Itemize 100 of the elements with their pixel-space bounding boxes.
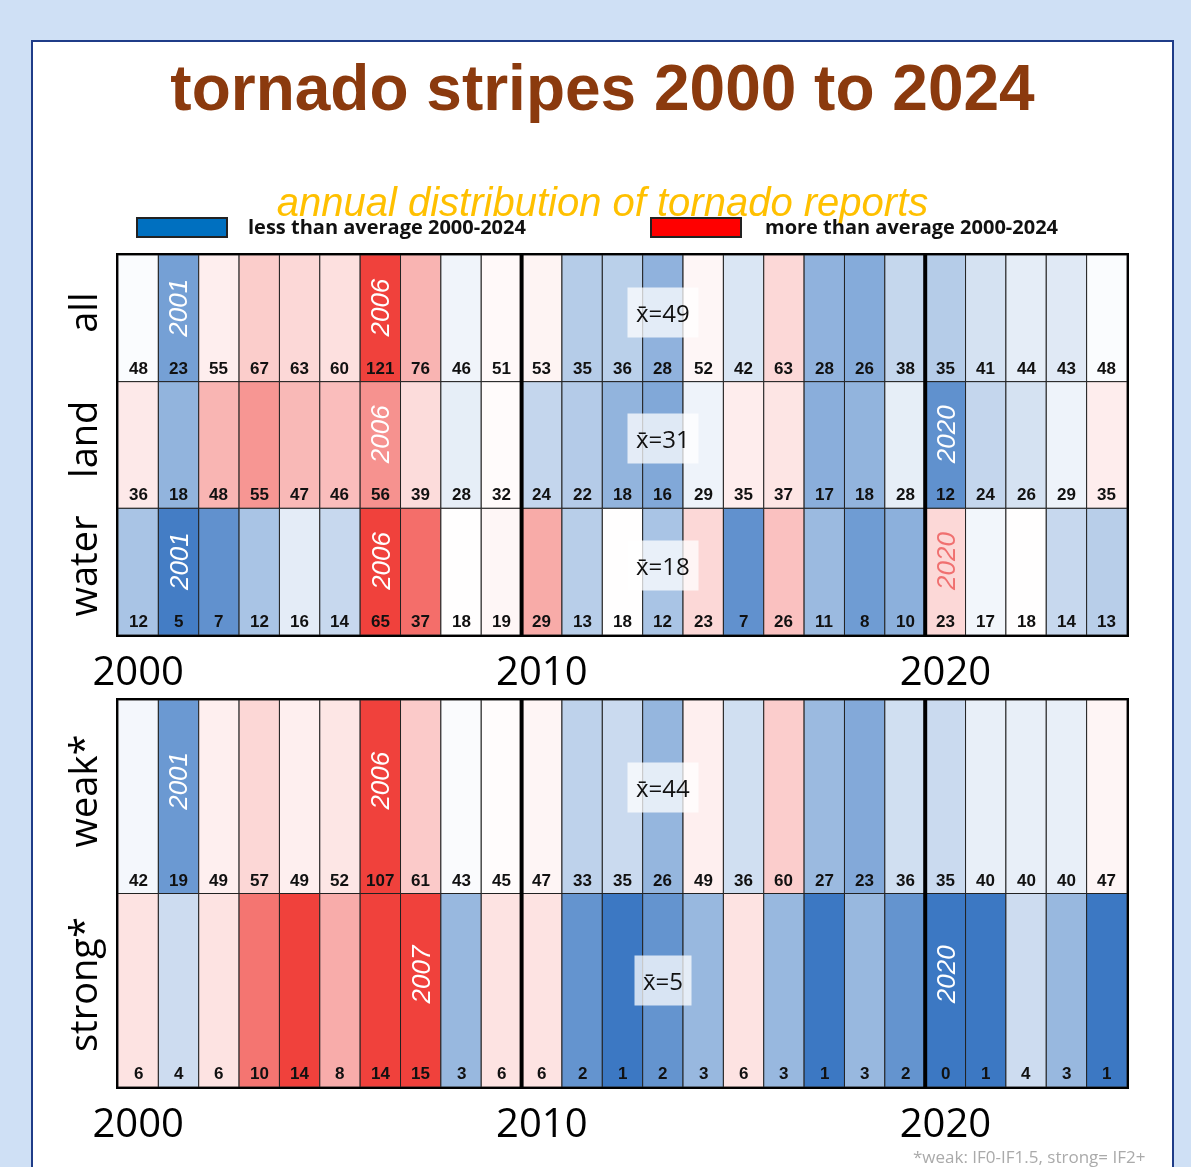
data-label: 14: [371, 1064, 391, 1083]
x-tick-label: 2010: [496, 642, 588, 697]
data-label: 107: [366, 871, 395, 890]
data-label: 48: [1097, 359, 1116, 378]
data-label: 46: [330, 485, 349, 504]
data-label: 37: [774, 485, 793, 504]
annotation: 2001: [164, 532, 195, 592]
data-label: 65: [371, 612, 390, 631]
data-label: 14: [330, 612, 350, 631]
data-label: 56: [371, 485, 390, 504]
annotation: 2006: [365, 751, 396, 811]
data-label: 16: [290, 612, 309, 631]
data-label: 22: [573, 485, 592, 504]
annotation: x̄=49: [636, 296, 690, 329]
data-label: 55: [250, 485, 269, 504]
x-tick-label: 2020: [899, 642, 992, 697]
data-label: 28: [896, 485, 915, 504]
data-label: 42: [734, 359, 753, 378]
data-label: 14: [290, 1064, 310, 1083]
y-tick-label: water: [55, 515, 108, 617]
data-label: 35: [734, 485, 753, 504]
data-label: 12: [129, 612, 148, 631]
data-label: 37: [411, 612, 430, 631]
data-label: 0: [941, 1064, 951, 1083]
data-label: 23: [855, 871, 874, 890]
data-label: 19: [492, 612, 511, 631]
data-label: 18: [1017, 612, 1036, 631]
data-label: 67: [250, 359, 269, 378]
data-label: 23: [694, 612, 713, 631]
data-label: 40: [976, 871, 995, 890]
data-label: 18: [855, 485, 874, 504]
data-label: 35: [936, 871, 955, 890]
data-label: 35: [573, 359, 592, 378]
data-label: 24: [976, 485, 996, 504]
data-label: 12: [653, 612, 672, 631]
data-label: 38: [896, 359, 915, 378]
data-label: 2: [901, 1064, 911, 1083]
data-label: 53: [532, 359, 551, 378]
data-label: 7: [214, 612, 224, 631]
data-label: 3: [1062, 1064, 1072, 1083]
data-label: 6: [134, 1064, 144, 1083]
data-label: 47: [1097, 871, 1116, 890]
annotation: 2020: [930, 404, 961, 465]
annotation: 2006: [365, 278, 396, 338]
x-tick-label: 2010: [496, 1094, 588, 1149]
annotation: 2020: [930, 944, 961, 1005]
data-label: 12: [250, 612, 269, 631]
data-label: 121: [366, 359, 395, 378]
data-label: 5: [174, 612, 184, 631]
data-label: 48: [129, 359, 148, 378]
data-label: 46: [452, 359, 471, 378]
data-label: 28: [815, 359, 834, 378]
data-label: 7: [739, 612, 749, 631]
data-label: 52: [330, 871, 349, 890]
data-label: 1: [618, 1064, 628, 1083]
data-label: 76: [411, 359, 430, 378]
data-label: 32: [492, 485, 511, 504]
data-label: 10: [250, 1064, 269, 1083]
data-label: 14: [1057, 612, 1077, 631]
data-label: 47: [290, 485, 309, 504]
y-tick-label: land: [55, 400, 108, 478]
data-label: 44: [1017, 359, 1037, 378]
annotation: 2001: [163, 278, 194, 338]
data-label: 43: [1057, 359, 1076, 378]
annotation: x̄=18: [636, 549, 690, 582]
data-label: 3: [457, 1064, 467, 1083]
data-label: 35: [936, 359, 955, 378]
annotation: 2006: [365, 531, 396, 591]
data-label: 63: [290, 359, 309, 378]
y-tick-label: strong*: [55, 917, 108, 1053]
data-label: 36: [896, 871, 915, 890]
data-label: 18: [169, 485, 188, 504]
data-label: 11: [815, 612, 833, 631]
y-tick-label: all: [55, 292, 108, 333]
chart-title: tornado stripes 2000 to 2024: [170, 51, 1036, 124]
data-label: 63: [774, 359, 793, 378]
data-label: 12: [936, 485, 955, 504]
data-label: 1: [820, 1064, 830, 1083]
data-label: 3: [699, 1064, 709, 1083]
data-label: 45: [492, 871, 511, 890]
data-label: 41: [976, 359, 995, 378]
data-label: 8: [860, 612, 870, 631]
data-label: 3: [779, 1064, 789, 1083]
data-label: 29: [694, 485, 713, 504]
data-label: 3: [860, 1064, 870, 1083]
x-tick-label: 2000: [92, 1094, 184, 1149]
data-label: 6: [739, 1064, 749, 1083]
data-label: 28: [653, 359, 672, 378]
data-label: 4: [174, 1064, 184, 1083]
data-label: 36: [734, 871, 753, 890]
data-label: 17: [976, 612, 995, 631]
annotation: x̄=44: [636, 771, 691, 804]
data-label: 55: [209, 359, 228, 378]
data-label: 27: [815, 871, 834, 890]
data-label: 1: [981, 1064, 991, 1083]
data-label: 13: [1097, 612, 1116, 631]
data-label: 6: [497, 1064, 507, 1083]
annotation: x̄=31: [636, 422, 690, 455]
data-label: 2: [658, 1064, 668, 1083]
data-label: 26: [774, 612, 793, 631]
